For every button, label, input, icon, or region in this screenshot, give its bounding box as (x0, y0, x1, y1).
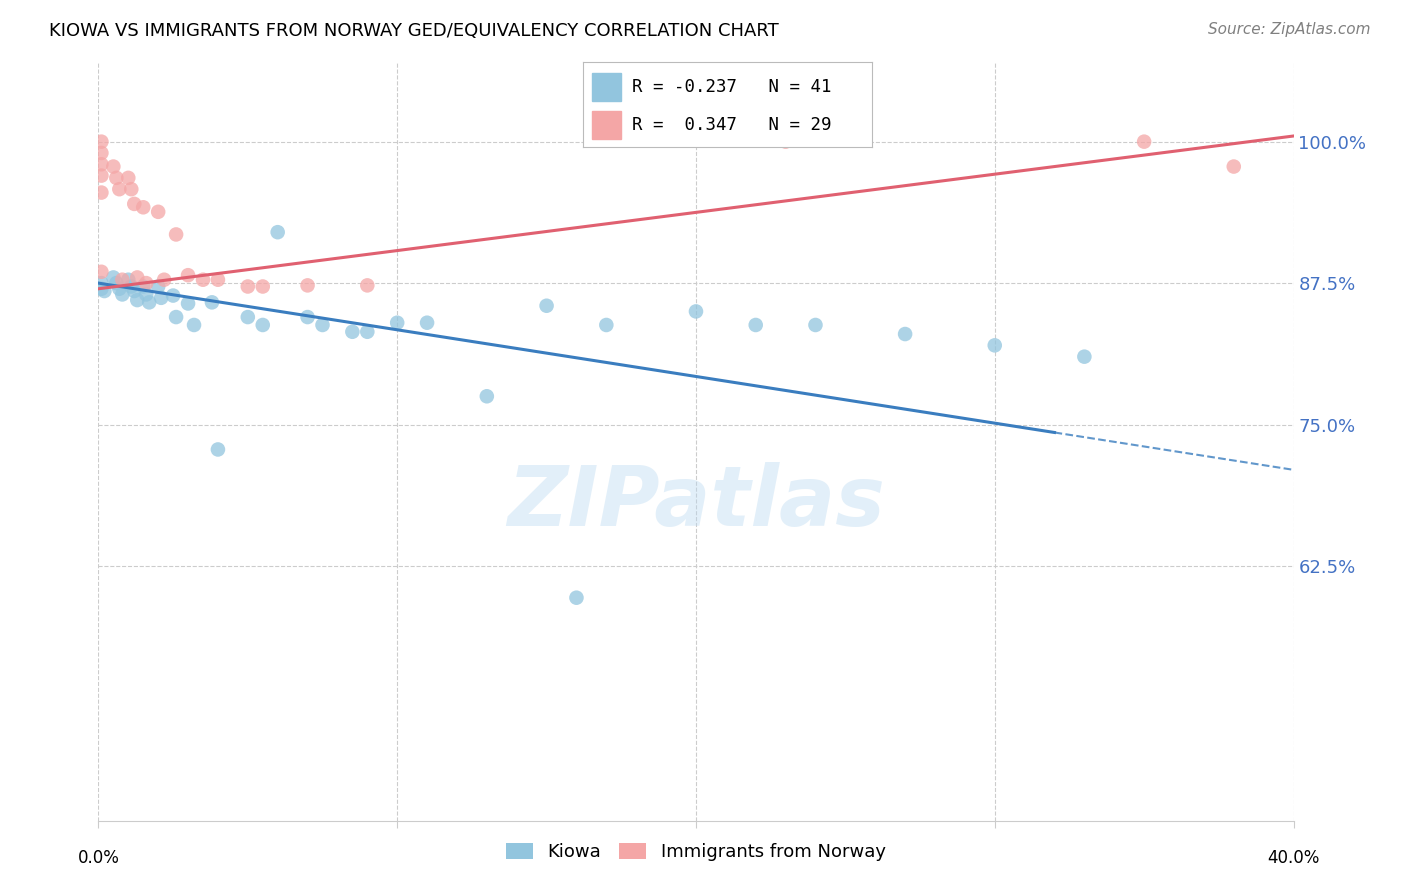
Point (804, 318, 827, 332)
Point (105, 170, 128, 185)
Point (775, 135, 797, 149)
Text: 0.0%: 0.0% (77, 849, 120, 867)
Point (165, 227, 187, 242)
Point (267, 225, 290, 239)
Point (90, 169, 112, 183)
Point (90, 186, 112, 200)
Point (127, 270, 149, 285)
Point (894, 326, 917, 341)
Text: ZIPatlas: ZIPatlas (508, 462, 884, 542)
Point (165, 310, 187, 324)
Point (565, 591, 588, 605)
Point (207, 442, 229, 457)
Point (108, 182, 131, 196)
Point (132, 200, 155, 214)
Point (90, 145, 112, 160)
Point (236, 279, 259, 293)
Bar (592, 72, 621, 101)
Point (536, 299, 558, 313)
Point (108, 282, 131, 296)
Point (595, 318, 617, 332)
Point (111, 273, 134, 287)
Point (90, 157, 112, 171)
Point (207, 273, 229, 287)
Point (1073, 350, 1095, 364)
Point (153, 273, 176, 287)
Point (135, 276, 157, 290)
Point (120, 279, 142, 293)
Point (93, 284, 115, 298)
Point (111, 287, 134, 301)
Point (148, 279, 170, 293)
Point (385, 316, 409, 330)
Point (252, 279, 274, 293)
Text: KIOWA VS IMMIGRANTS FROM NORWAY GED/EQUIVALENCY CORRELATION CHART: KIOWA VS IMMIGRANTS FROM NORWAY GED/EQUI… (49, 22, 779, 40)
Point (90, 265, 112, 279)
Point (297, 310, 319, 324)
Point (162, 288, 184, 302)
Point (1133, 135, 1156, 149)
Point (103, 270, 125, 285)
Point (138, 295, 160, 310)
Text: 40.0%: 40.0% (1267, 849, 1320, 867)
Point (103, 160, 125, 174)
Point (90, 276, 112, 290)
Point (117, 273, 139, 287)
Point (120, 182, 142, 196)
Point (90, 135, 112, 149)
Text: R =  0.347   N = 29: R = 0.347 N = 29 (633, 116, 832, 134)
Point (1223, 160, 1246, 174)
Point (475, 389, 498, 403)
Point (177, 268, 200, 283)
Point (311, 318, 333, 332)
Text: Source: ZipAtlas.com: Source: ZipAtlas.com (1208, 22, 1371, 37)
Point (745, 318, 768, 332)
Point (150, 291, 173, 305)
Point (984, 338, 1007, 352)
Point (183, 318, 205, 332)
Point (297, 278, 319, 293)
Point (416, 316, 439, 330)
Point (124, 197, 146, 211)
Bar (592, 111, 621, 139)
Point (356, 278, 378, 293)
Point (148, 204, 170, 219)
Point (236, 310, 259, 324)
Point (201, 295, 224, 310)
Point (191, 273, 214, 287)
Text: R = -0.237   N = 41: R = -0.237 N = 41 (633, 78, 832, 95)
Point (127, 293, 149, 307)
Point (135, 287, 157, 301)
Legend: Kiowa, Immigrants from Norway: Kiowa, Immigrants from Norway (499, 836, 893, 869)
Point (124, 284, 146, 298)
Point (177, 296, 200, 310)
Point (90, 282, 112, 296)
Point (105, 276, 128, 290)
Point (117, 170, 139, 185)
Point (132, 279, 155, 293)
Point (685, 304, 707, 318)
Point (342, 325, 364, 339)
Point (356, 325, 378, 339)
Point (252, 318, 274, 332)
